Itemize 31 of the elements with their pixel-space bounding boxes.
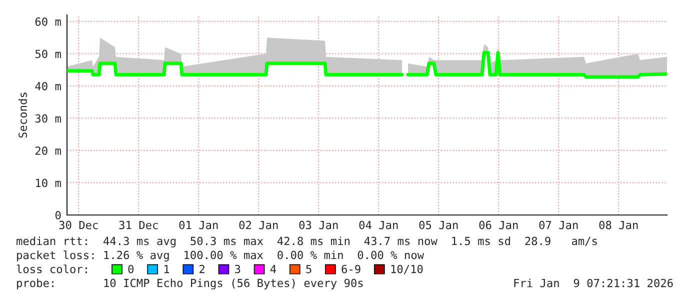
x-tick-label: 06 Jan (479, 220, 518, 230)
legend-label: 10/10 (391, 264, 423, 274)
legend-label: 6-9 (342, 264, 360, 274)
legend-label: 2 (200, 264, 204, 274)
legend-label: 1 (164, 264, 170, 274)
x-tick-label: 07 Jan (539, 220, 578, 230)
legend-title: loss color: (16, 264, 87, 274)
x-tick-label: 31 Dec (119, 220, 158, 230)
text: probe: 10 ICMP Echo Pings (56 Bytes) every 90s (17, 278, 363, 290)
text: median rtt: 44.3 ms avg 50.3 ms max 42.8 ms min 43.7 ms now 1.5 ms sd 28.9 am/s (16, 236, 597, 248)
x-tick-label: 08 Jan (599, 220, 638, 230)
y-tick-label: 0 (55, 211, 61, 220)
y-axis-title: Seconds (18, 92, 27, 138)
y-tick-label: 40 m (35, 82, 61, 90)
y-tick-label: 30 m (35, 114, 61, 123)
x-tick-label: 03 Jan (299, 220, 338, 230)
y-tick-label: 10 m (36, 178, 61, 188)
legend-label: 3 (235, 264, 240, 274)
x-tick-label: 04 Jan (359, 220, 398, 230)
x-tick-label: 30 Dec (59, 220, 98, 230)
x-tick-label: 05 Jan (419, 220, 458, 230)
y-tick-label: 20 m (36, 146, 61, 155)
legend-label: 0 (128, 264, 134, 274)
y-tick-label: 50 m (35, 50, 61, 58)
text: packet loss: 1.26 % avg 100.00 % max 0.00 % min 0.00 % now (17, 250, 424, 262)
x-tick-label: 01 Jan (179, 220, 218, 230)
y-tick-label: 60 m (35, 17, 61, 26)
legend-label: 5 (306, 264, 312, 274)
x-tick-label: 02 Jan (239, 220, 278, 230)
legend-label: 4 (270, 264, 276, 274)
text: Fri Jan 9 07:21:31 2026 (514, 278, 673, 288)
